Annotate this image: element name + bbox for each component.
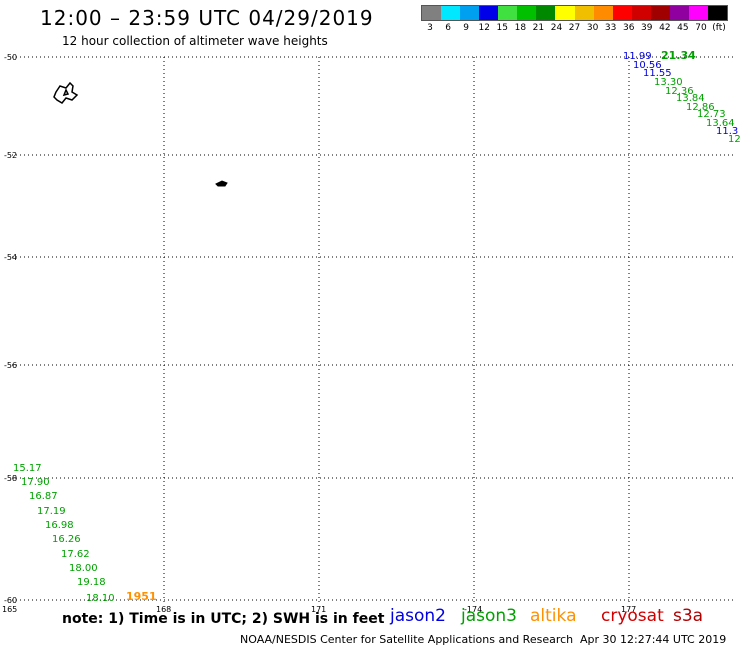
lat-label: -54 xyxy=(4,253,17,262)
lat-label: -52 xyxy=(4,151,17,160)
scale-label: 15 xyxy=(496,23,508,33)
legend-jason2: jason2 xyxy=(390,606,446,626)
legend-s3a: s3a xyxy=(673,606,704,626)
color-scale-swatches xyxy=(421,5,728,21)
scale-label: 42 xyxy=(659,23,671,33)
scale-label: 9 xyxy=(463,23,470,33)
scale-swatch xyxy=(555,6,575,20)
scale-swatch xyxy=(536,6,556,20)
obs-value: 11.99 xyxy=(623,51,652,62)
credit-text: NOAA/NESDIS Center for Satellite Applica… xyxy=(240,633,574,646)
obs-value: 13.64 xyxy=(706,118,735,129)
scale-swatch xyxy=(669,6,689,20)
scale-label: 18 xyxy=(514,23,527,33)
lat-label: -56 xyxy=(4,361,17,370)
obs-value: 1951 xyxy=(126,590,157,603)
obs-value: 12.36 xyxy=(665,86,694,97)
scale-label: 27 xyxy=(568,23,581,33)
auckland-islands xyxy=(53,81,79,104)
page-title: 12:00 – 23:59 UTC 04/29/2019 xyxy=(40,6,374,30)
color-scale-labels: 3 6 9 12 15 18 21 24 27 30 33 36 39 42 45 70 (ft) xyxy=(421,23,728,33)
generated-timestamp: Apr 30 12:27:44 UTC 2019 xyxy=(580,633,727,646)
scale-swatch xyxy=(612,6,632,20)
wave-height-color-scale: 3 6 9 12 15 18 21 24 27 30 33 36 39 42 45 70 (ft) xyxy=(421,5,728,33)
lat-label: -50 xyxy=(4,53,17,62)
obs-value: 15.17 xyxy=(13,463,42,474)
obs-value: 16.98 xyxy=(45,520,74,531)
footer-note: note: 1) Time is in UTC; 2) SWH is in fe… xyxy=(62,611,385,627)
scale-swatch xyxy=(422,6,442,20)
scale-label: 6 xyxy=(445,23,451,33)
page-subtitle: 12 hour collection of altimeter wave hei… xyxy=(62,34,328,48)
legend-altika: altika xyxy=(530,606,577,626)
scale-label: 36 xyxy=(622,23,635,33)
legend-jason3: jason3 xyxy=(461,606,517,626)
scale-swatch xyxy=(688,6,708,20)
lon-label: 171 xyxy=(311,605,326,614)
obs-value: 13.30 xyxy=(654,77,683,88)
observation-labels: 11.99 21.34 10.56 11.55 13.30 12.36 13.8… xyxy=(13,49,740,604)
scale-swatch xyxy=(593,6,613,20)
obs-value: 16.87 xyxy=(29,491,58,502)
obs-value: 12.86 xyxy=(686,102,715,113)
obs-value: 16.26 xyxy=(52,534,81,545)
obs-value: 18.00 xyxy=(69,563,98,574)
obs-value: 11.3 xyxy=(716,126,738,137)
campbell-island xyxy=(215,180,228,187)
scale-label: 12 xyxy=(478,23,490,33)
scale-unit: (ft) xyxy=(712,23,726,33)
scale-label: 70 xyxy=(695,23,707,33)
scale-swatch xyxy=(498,6,518,20)
obs-value: 13.84 xyxy=(676,93,705,104)
scale-label: 45 xyxy=(677,23,689,33)
obs-value: 11.55 xyxy=(643,68,672,79)
obs-value: 17.19 xyxy=(37,506,66,517)
obs-value: 10.56 xyxy=(633,60,662,71)
lon-label: -174 xyxy=(464,605,482,614)
obs-value: 17.90 xyxy=(21,477,50,488)
scale-swatch xyxy=(479,6,499,20)
legend-cryosat: cryosat xyxy=(601,606,664,626)
scale-label: 30 xyxy=(586,23,599,33)
lat-label: -60 xyxy=(4,596,17,605)
obs-value: 12 xyxy=(728,134,740,145)
scale-label: 3 xyxy=(427,23,433,33)
scale-label: 33 xyxy=(604,23,617,33)
scale-swatch xyxy=(460,6,480,20)
obs-value: 21.34 xyxy=(661,49,696,62)
lon-label: 168 xyxy=(156,605,171,614)
scale-swatch xyxy=(650,6,670,20)
obs-value: 12.73 xyxy=(697,109,726,120)
scale-label: 21 xyxy=(532,23,545,33)
obs-value: 18.10 xyxy=(86,593,115,604)
scale-label: 24 xyxy=(550,23,563,33)
scale-swatch xyxy=(631,6,651,20)
obs-value: 17.62 xyxy=(61,549,90,560)
lon-label: 165 xyxy=(2,605,17,614)
lon-label: 177 xyxy=(621,605,636,614)
scale-swatch xyxy=(441,6,461,20)
scale-swatch xyxy=(517,6,537,20)
scale-swatch xyxy=(707,6,727,20)
scale-swatch xyxy=(574,6,594,20)
obs-value: 19.18 xyxy=(77,577,106,588)
lat-label: -58 xyxy=(4,474,17,483)
scale-label: 39 xyxy=(641,23,653,33)
